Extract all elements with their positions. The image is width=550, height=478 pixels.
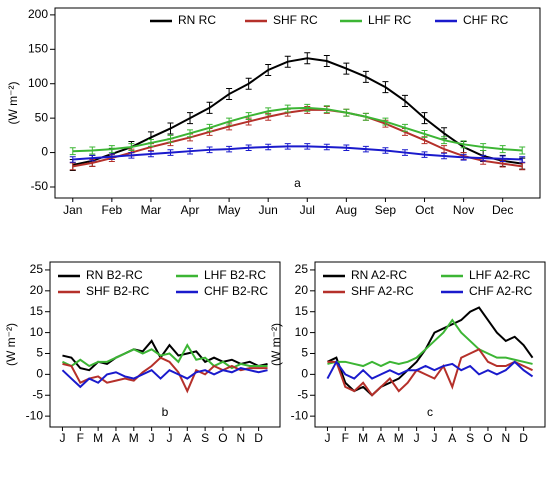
legend-label: LHF A2-RC (469, 268, 531, 282)
y-tick-label: 5 (36, 346, 43, 360)
y-axis-label: (W m⁻²) (269, 323, 283, 366)
series-line (61, 367, 268, 389)
x-tick-label: Oct (415, 203, 434, 217)
x-tick-label: J (324, 431, 330, 445)
legend-label: SHF B2-RC (86, 284, 150, 298)
y-tick-label: -10 (291, 408, 309, 422)
y-axis-label: (W m⁻²) (4, 323, 18, 366)
x-tick-label: Jan (63, 203, 82, 217)
x-tick-label: Feb (102, 203, 123, 217)
x-tick-label: Sep (375, 203, 397, 217)
legend-label: CHF A2-RC (469, 284, 533, 298)
x-tick-label: S (466, 431, 474, 445)
panel: -50 0 50 100 150 200 Jan Feb Mar Apr May Jun Jul Aug S… (6, 7, 541, 217)
x-tick-label: D (519, 431, 528, 445)
series-line (327, 348, 533, 397)
y-tick-label: 10 (30, 325, 44, 339)
x-tick-label: A (183, 431, 191, 445)
legend-label: SHF A2-RC (351, 284, 414, 298)
y-tick-label: -50 (31, 179, 49, 193)
plot-frame (49, 261, 281, 428)
y-tick-label: 200 (28, 7, 48, 21)
x-tick-label: M (93, 431, 103, 445)
series-line (72, 145, 523, 161)
y-tick-label: 150 (28, 41, 48, 55)
series-line (326, 359, 534, 380)
legend-label: LHF B2-RC (204, 268, 266, 282)
y-tick-label: -10 (26, 408, 44, 422)
legend-label: RN A2-RC (351, 268, 407, 282)
y-tick-label: 0 (36, 367, 43, 381)
x-tick-label: O (218, 431, 227, 445)
x-tick-label: May (218, 203, 241, 217)
x-tick-label: J (431, 431, 437, 445)
legend-label: CHF RC (463, 13, 509, 27)
x-tick-label: N (236, 431, 245, 445)
x-tick-label: J (166, 431, 172, 445)
legend-label: RN RC (178, 13, 216, 27)
y-axis-label: (W m⁻²) (6, 82, 20, 125)
x-tick-label: Nov (453, 203, 474, 217)
legend-label: SHF RC (273, 13, 318, 27)
x-tick-label: F (342, 431, 349, 445)
series-line (327, 318, 533, 368)
series-line (62, 343, 268, 370)
x-tick-label: N (501, 431, 510, 445)
x-tick-label: S (201, 431, 209, 445)
y-tick-label: 20 (295, 283, 309, 297)
x-tick-label: O (483, 431, 492, 445)
x-tick-label: Jul (300, 203, 315, 217)
x-tick-label: J (59, 431, 65, 445)
panel-letter: b (162, 405, 169, 419)
plot-frame (314, 261, 546, 428)
x-tick-label: Aug (336, 203, 357, 217)
y-tick-label: 0 (41, 145, 48, 159)
x-tick-label: M (394, 431, 404, 445)
error-bar (69, 156, 76, 163)
x-tick-label: Dec (492, 203, 513, 217)
y-tick-label: 10 (295, 325, 309, 339)
legend-label: CHF B2-RC (204, 284, 268, 298)
panel-letter: a (294, 176, 301, 190)
x-tick-label: J (149, 431, 155, 445)
x-tick-label: M (358, 431, 368, 445)
y-tick-label: 25 (295, 262, 309, 276)
y-tick-label: 25 (30, 262, 44, 276)
y-tick-label: 15 (30, 304, 44, 318)
y-tick-label: 0 (301, 367, 308, 381)
x-tick-label: D (254, 431, 263, 445)
y-tick-label: 5 (301, 346, 308, 360)
series-line (72, 106, 523, 153)
y-tick-label: 100 (28, 76, 48, 90)
y-tick-label: -5 (297, 387, 308, 401)
panel-letter: c (427, 405, 433, 419)
x-tick-label: Mar (141, 203, 162, 217)
y-tick-label: 50 (35, 110, 49, 124)
x-tick-label: F (77, 431, 84, 445)
series-line (327, 306, 534, 397)
x-tick-label: Apr (181, 203, 200, 217)
series-line (72, 108, 523, 168)
x-tick-label: A (448, 431, 456, 445)
plot-frame (54, 7, 541, 199)
x-tick-label: A (377, 431, 385, 445)
error-bar (69, 147, 76, 156)
x-tick-label: J (414, 431, 420, 445)
y-tick-label: -5 (32, 387, 43, 401)
legend-label: LHF RC (368, 13, 412, 27)
legend-label: RN B2-RC (86, 268, 143, 282)
x-tick-label: M (129, 431, 139, 445)
x-tick-label: A (112, 431, 120, 445)
y-tick-label: 20 (30, 283, 44, 297)
y-tick-label: 15 (295, 304, 309, 318)
series-line (62, 356, 268, 394)
x-tick-label: Jun (259, 203, 278, 217)
series-line (72, 57, 523, 166)
